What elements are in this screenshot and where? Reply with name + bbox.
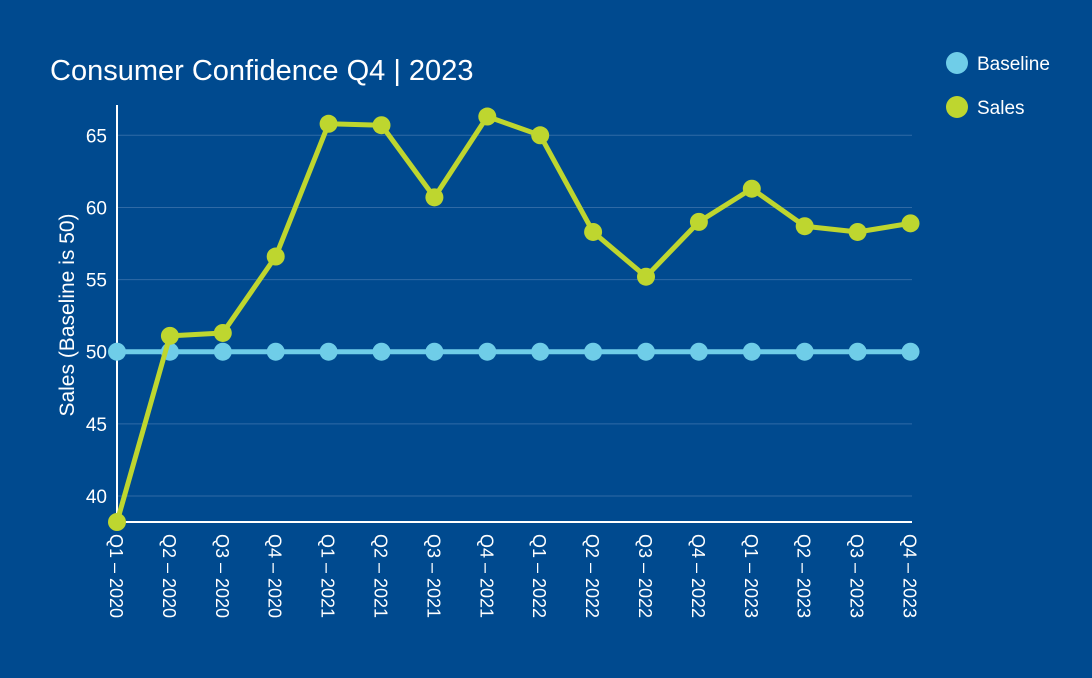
y-tick-label: 65 bbox=[86, 126, 107, 147]
baseline-point bbox=[689, 342, 708, 361]
x-tick-label: Q1 – 2023 bbox=[741, 534, 761, 618]
x-tick-label: Q2 – 2021 bbox=[371, 534, 391, 618]
baseline-point bbox=[266, 342, 285, 361]
baseline-point bbox=[372, 342, 391, 361]
sales-point bbox=[584, 222, 603, 241]
x-tick-label: Q2 – 2022 bbox=[582, 534, 602, 618]
x-tick-label: Q2 – 2023 bbox=[794, 534, 814, 618]
legend-swatch-baseline bbox=[946, 52, 968, 74]
sales-point bbox=[213, 323, 232, 342]
baseline-point bbox=[637, 342, 655, 361]
x-tick-label: Q4 – 2023 bbox=[900, 534, 920, 618]
sales-point bbox=[531, 126, 550, 145]
legend[interactable]: Baseline Sales bbox=[946, 52, 1050, 119]
sales-point bbox=[848, 222, 867, 241]
sales-line bbox=[114, 114, 913, 525]
y-tick-label: 55 bbox=[86, 271, 107, 292]
chart-title: Consumer Confidence Q4 | 2023 bbox=[50, 55, 473, 87]
x-tick-label: Q1 – 2022 bbox=[529, 534, 549, 618]
sales-point bbox=[478, 107, 497, 126]
sales-point bbox=[266, 247, 285, 266]
y-tick-label: 40 bbox=[86, 487, 107, 508]
baseline-point bbox=[108, 342, 126, 361]
sales-point bbox=[425, 188, 444, 207]
x-tick-label: Q4 – 2020 bbox=[265, 534, 285, 618]
legend-swatch-sales bbox=[946, 96, 968, 118]
x-tick-label: Q3 – 2020 bbox=[212, 534, 232, 618]
baseline-point bbox=[742, 342, 761, 361]
legend-label-baseline: Baseline bbox=[977, 54, 1050, 75]
y-tick-label: 60 bbox=[86, 198, 107, 219]
baseline-point bbox=[901, 342, 920, 361]
sales-point bbox=[160, 326, 179, 345]
sales-point bbox=[372, 116, 391, 135]
x-tick-label: Q1 – 2021 bbox=[318, 534, 338, 618]
baseline-point bbox=[213, 342, 232, 361]
x-tick-label: Q2 – 2020 bbox=[159, 534, 179, 618]
legend-item-baseline[interactable]: Baseline bbox=[946, 52, 1050, 75]
baseline-point bbox=[478, 342, 497, 361]
baseline-point bbox=[795, 342, 814, 361]
sales-point bbox=[795, 217, 814, 236]
x-tick-label: Q4 – 2021 bbox=[476, 534, 496, 618]
y-tick-label: 45 bbox=[86, 415, 107, 436]
x-tick-label: Q3 – 2023 bbox=[847, 534, 867, 618]
x-tick-label: Q3 – 2022 bbox=[635, 534, 655, 618]
series-layer bbox=[108, 107, 920, 531]
baseline-point bbox=[848, 342, 867, 361]
x-tick-label: Q4 – 2022 bbox=[688, 534, 708, 618]
sales-point bbox=[689, 212, 708, 231]
sales-point bbox=[637, 267, 655, 286]
x-tick-label: Q1 – 2020 bbox=[106, 534, 126, 618]
sales-point bbox=[901, 214, 920, 233]
legend-item-sales[interactable]: Sales bbox=[946, 96, 1025, 119]
baseline-point bbox=[425, 342, 444, 361]
baseline-point bbox=[584, 342, 603, 361]
y-tick-label: 50 bbox=[86, 343, 107, 364]
y-axis-label: Sales (Baseline is 50) bbox=[56, 213, 79, 416]
sales-point bbox=[319, 114, 338, 133]
axis-layer: 40 45 50 55 60 65 Q1 – 2020 Q2 – 2020 Q3 – 2020 Q… bbox=[86, 105, 920, 618]
legend-label-sales: Sales bbox=[977, 98, 1025, 119]
sales-point bbox=[742, 179, 761, 198]
sales-point bbox=[108, 513, 126, 531]
baseline-point bbox=[531, 342, 550, 361]
baseline-point bbox=[319, 342, 338, 361]
x-tick-label: Q3 – 2021 bbox=[423, 534, 443, 618]
